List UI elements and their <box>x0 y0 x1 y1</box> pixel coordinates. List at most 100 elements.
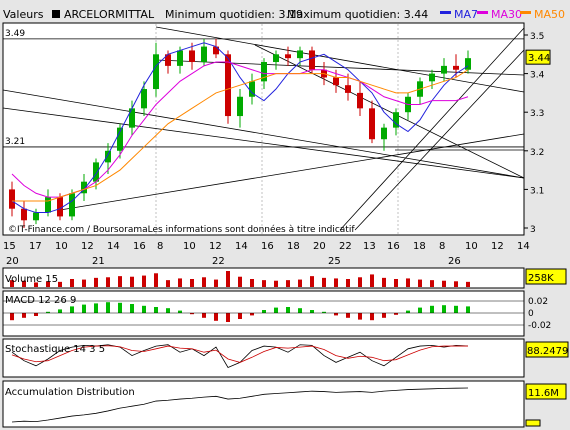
candle-body <box>189 50 195 63</box>
macd-bar <box>106 302 110 313</box>
hline-label: 3.49 <box>5 29 25 39</box>
x-day-label: 12 <box>81 241 94 252</box>
macd-bar <box>238 313 242 319</box>
macd-bar <box>226 313 230 322</box>
volume-value: 258K <box>528 273 554 284</box>
volume-bar <box>214 279 218 287</box>
ma-line-ma50 <box>12 69 469 202</box>
volume-bar <box>418 279 422 287</box>
ma30-swatch <box>477 11 488 14</box>
trendline <box>339 27 525 231</box>
x-day-label: 17 <box>29 241 42 252</box>
valeurs-label: Valeurs <box>3 8 44 21</box>
trendline <box>2 107 525 179</box>
copyright-note: ©IT-Finance.com / BoursoramaLes informat… <box>8 224 355 235</box>
volume-bars <box>10 271 470 287</box>
volume-bar <box>310 276 314 287</box>
candles <box>9 38 471 228</box>
candle-body <box>213 46 219 55</box>
candle-body <box>141 89 147 109</box>
trendline <box>155 26 525 93</box>
y-tick-label: 3.1 <box>530 186 544 196</box>
volume-bar <box>130 276 134 287</box>
volume-bar <box>382 277 386 287</box>
y-tick-label: 3.5 <box>530 32 544 42</box>
candle-body <box>69 193 75 217</box>
volume-bar <box>454 281 458 287</box>
stochastic-lines <box>11 344 469 369</box>
macd-bar <box>346 313 350 318</box>
x-day-label: 14 <box>517 241 530 252</box>
y-tick-label: 3.4 <box>530 71 545 81</box>
candle-body <box>381 127 387 140</box>
macd-bar <box>118 302 122 313</box>
candle-body <box>357 92 363 109</box>
macd-bar <box>466 306 470 313</box>
macd-bar <box>166 308 170 313</box>
volume-bar <box>154 273 158 287</box>
x-day-label: 8 <box>157 241 163 252</box>
volume-bar <box>334 278 338 287</box>
volume-bar <box>94 277 98 287</box>
x-day-label: 8 <box>439 241 445 252</box>
volume-bar <box>274 280 278 287</box>
macd-bar <box>250 313 254 316</box>
macd-bar <box>334 313 338 316</box>
volume-bar <box>202 277 206 287</box>
volume-bar <box>166 280 170 287</box>
ticker-label: ARCELORMITTAL <box>64 8 155 21</box>
candle-body <box>93 162 99 182</box>
volume-bar <box>238 276 242 287</box>
macd-bar <box>154 307 158 313</box>
candle-body <box>249 81 255 97</box>
candle-body <box>237 96 243 117</box>
y-tick-label: 3.2 <box>530 148 544 158</box>
x-hour-label: 21 <box>92 256 105 267</box>
candle-body <box>465 58 471 70</box>
trendline <box>254 44 525 179</box>
x-day-label: 18 <box>413 241 426 252</box>
x-hour-label: 25 <box>328 256 341 267</box>
accdist-polyline <box>11 387 469 423</box>
macd-bar <box>418 307 422 313</box>
macd-bar <box>262 310 266 313</box>
accdist-line <box>11 387 469 423</box>
trendlines <box>2 26 525 231</box>
ma30-legend: MA30 <box>491 8 522 21</box>
macd-bar <box>430 305 434 313</box>
volume-bar <box>358 277 362 287</box>
candle-body <box>45 197 51 213</box>
macd-tick-label: -0.02 <box>528 321 551 331</box>
x-day-label: 16 <box>387 241 400 252</box>
x-hour-label: 22 <box>212 256 225 267</box>
volume-bar <box>22 280 26 287</box>
stochastic-line-d <box>11 345 468 363</box>
macd-bar <box>394 313 398 315</box>
ticker-swatch <box>52 10 60 18</box>
candle-body <box>273 54 279 63</box>
candle-body <box>105 150 111 163</box>
candle-body <box>369 108 375 140</box>
candle-body <box>285 54 291 59</box>
x-day-label: 12 <box>209 241 222 252</box>
volume-bar <box>322 277 326 287</box>
macd-bar <box>22 313 26 318</box>
last-price-label: 3.44 <box>528 53 550 64</box>
trendline <box>354 49 525 231</box>
macd-bar <box>406 310 410 313</box>
volume-bar <box>178 278 182 287</box>
macd-title: MACD 12 26 9 <box>5 295 76 306</box>
macd-bar <box>298 308 302 313</box>
stochastic-badge <box>525 341 569 358</box>
volume-bar <box>190 279 194 287</box>
y-tick-label: 3 <box>530 225 536 235</box>
ma-line-ma30 <box>11 61 469 198</box>
x-day-label: 16 <box>133 241 146 252</box>
volume-bar <box>142 275 146 287</box>
x-day-label: 18 <box>287 241 300 252</box>
candle-body <box>153 54 159 90</box>
macd-bar <box>142 305 146 313</box>
candle-body <box>201 46 207 63</box>
x-day-label: 20 <box>313 241 326 252</box>
